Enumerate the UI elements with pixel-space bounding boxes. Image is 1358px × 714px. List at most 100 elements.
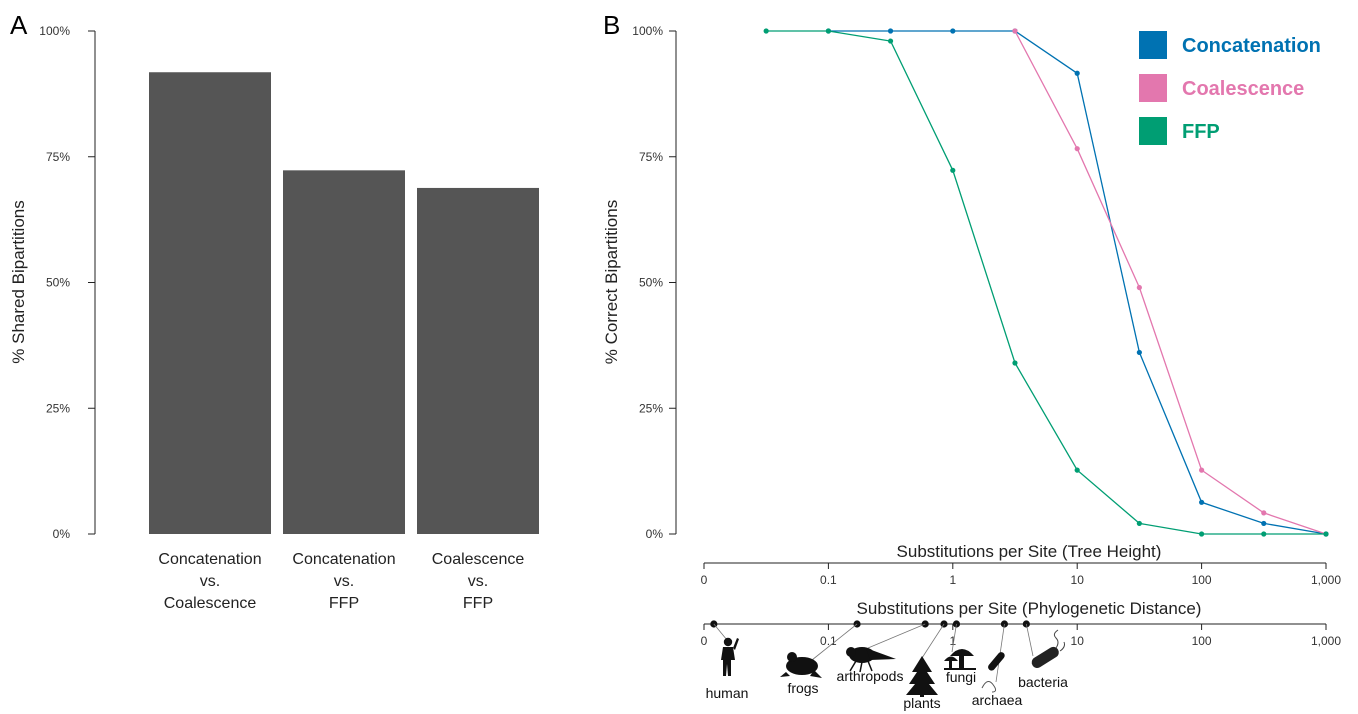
x-axis-tree-height-tick-label: 1 (949, 573, 956, 587)
series-point-ffp (1199, 531, 1205, 537)
panel-b-y-tick-label: 75% (639, 150, 663, 164)
x-axis-tree-height-title: Substitutions per Site (Tree Height) (897, 542, 1162, 561)
taxon-label-arthropods: arthropods (837, 668, 904, 684)
taxon-label-bacteria: bacteria (1018, 674, 1068, 690)
x-axis-tree-height-tick-label: 0 (701, 573, 708, 587)
series-point-ffp (950, 167, 956, 173)
series-point-ffp (1323, 531, 1329, 537)
taxon-label-fungi: fungi (946, 669, 976, 685)
panel-a-y-tick-label: 0% (53, 527, 71, 541)
series-point-coalescence (1074, 146, 1080, 152)
legend-label-concatenation: Concatenation (1182, 35, 1321, 57)
taxon-label-frogs: frogs (787, 680, 818, 696)
panel-a-y-ticks: 0% 25% 50% 75% 100% (39, 24, 95, 541)
legend-label-coalescence: Coalescence (1182, 78, 1304, 100)
panel-a-y-tick-label: 50% (46, 276, 70, 290)
series-point-coalescence (1199, 467, 1205, 473)
taxon-label-archaea: archaea (972, 692, 1023, 708)
panel-a-y-axis-title: % Shared Bipartitions (9, 200, 28, 363)
panel-b-letter: B (603, 10, 620, 40)
panel-a-bar (283, 170, 405, 534)
series-point-coalescence (1136, 284, 1142, 291)
x-axis-phylogenetic-distance-tick-label: 100 (1192, 634, 1212, 648)
taxon-leader-fungi (951, 623, 957, 653)
series-point-coalescence (1012, 28, 1018, 34)
taxon-leader-plants (921, 623, 945, 659)
taxon-leader-frogs (811, 623, 858, 661)
legend-swatch-concatenation (1139, 31, 1167, 59)
series-point-ffp (1012, 360, 1018, 366)
series-point-coalescence (1261, 510, 1267, 516)
series-point-concatenation (950, 28, 956, 34)
series-line-ffp (766, 30, 1326, 535)
archaea-silhouette-icon (981, 652, 1005, 693)
series-point-ffp (1074, 467, 1080, 473)
panel-a-chart: 0% 25% 50% 75% 100% % Shared Bipartitions Co… (9, 24, 539, 612)
x-axis-tree-height: 0 0.1 1 10 100 1,000 (701, 562, 1341, 587)
x-axis-phylogenetic-distance-title: Substitutions per Site (Phylogenetic Dis… (857, 599, 1202, 618)
legend-swatch-ffp (1139, 117, 1167, 145)
legend-swatch-coalescence (1139, 74, 1167, 102)
panel-a-category-label: vs. (334, 573, 354, 590)
panel-b-series-lines (763, 28, 1329, 537)
panel-a-category-label: vs. (200, 573, 220, 590)
taxon-marker-plants (940, 620, 948, 628)
taxon-leader-human (713, 623, 728, 641)
panel-b-y-tick-label: 50% (639, 276, 663, 290)
taxon-leader-arthropods (867, 623, 926, 649)
panel-b-y-axis-title: % Correct Bipartitions (602, 200, 621, 364)
x-axis-phylogenetic-distance-tick-label: 1,000 (1311, 634, 1341, 648)
panel-a-y-tick-label: 25% (46, 401, 70, 415)
taxon-labels: human frogs arthropods plants fungi archaea ba… (706, 668, 1069, 711)
panel-a-category-label: FFP (463, 595, 493, 612)
panel-a-category-label: Concatenation (292, 551, 395, 568)
panel-a-letter: A (10, 10, 28, 40)
panel-a-category-labels: Concatenation vs. Coalescence Concatenation… (158, 551, 524, 612)
panel-b-legend: Concatenation Coalescence FFP (1139, 31, 1321, 145)
x-axis-phylogenetic-distance-tick-label: 0.1 (820, 634, 837, 648)
panel-a-bars (149, 72, 539, 534)
series-point-ffp (763, 28, 769, 34)
x-axis-phylogenetic-distance: 0 0.1 1 10 100 1,000 (701, 620, 1341, 683)
human-silhouette-icon (721, 637, 739, 676)
x-axis-tree-height-tick-label: 0.1 (820, 573, 837, 587)
panel-a-bar (417, 187, 539, 534)
series-point-ffp (1136, 520, 1142, 527)
panel-a-y-tick-label: 100% (39, 24, 70, 38)
x-axis-phylogenetic-distance-tick-label: 0 (701, 634, 708, 648)
legend-label-ffp: FFP (1182, 121, 1220, 143)
panel-b-y-tick-label: 100% (632, 24, 663, 38)
taxon-leader-bacteria (1025, 623, 1034, 657)
series-point-concatenation (887, 28, 894, 34)
x-axis-tree-height-tick-label: 1,000 (1311, 573, 1341, 587)
fungi-silhouette-icon (944, 649, 976, 670)
series-line-concatenation (828, 30, 1327, 535)
taxon-label-human: human (706, 685, 749, 701)
panel-b-y-ticks: 0% 25% 50% 75% 100% (632, 24, 676, 541)
taxon-marker-archaea (1000, 620, 1009, 628)
panel-a-category-label: FFP (329, 595, 359, 612)
panel-a-category-label: Concatenation (158, 551, 261, 568)
panel-a-category-label: Coalescence (164, 595, 257, 612)
panel-a-bar (149, 72, 271, 534)
series-point-ffp (1261, 531, 1267, 537)
bacteria-silhouette-icon (1031, 629, 1065, 668)
series-line-coalescence (1014, 30, 1327, 535)
x-axis-phylogenetic-distance-tick-label: 1 (949, 634, 956, 648)
panel-b-y-tick-label: 25% (639, 401, 663, 415)
plant-silhouette-icon (906, 656, 938, 697)
series-point-ffp (825, 28, 832, 34)
series-point-ffp (887, 38, 894, 44)
series-point-concatenation (1261, 520, 1267, 527)
x-axis-phylogenetic-distance-tick-label: 10 (1071, 634, 1085, 648)
x-axis-tree-height-tick-label: 100 (1192, 573, 1212, 587)
taxon-label-plants: plants (903, 695, 940, 711)
frog-silhouette-icon (780, 652, 822, 678)
panel-a-category-label: vs. (468, 573, 488, 590)
taxon-silhouettes (721, 629, 1065, 697)
series-point-concatenation (1199, 499, 1205, 505)
panel-b-y-tick-label: 0% (646, 527, 664, 541)
panel-a-category-label: Coalescence (432, 551, 525, 568)
x-axis-tree-height-tick-label: 10 (1071, 573, 1085, 587)
